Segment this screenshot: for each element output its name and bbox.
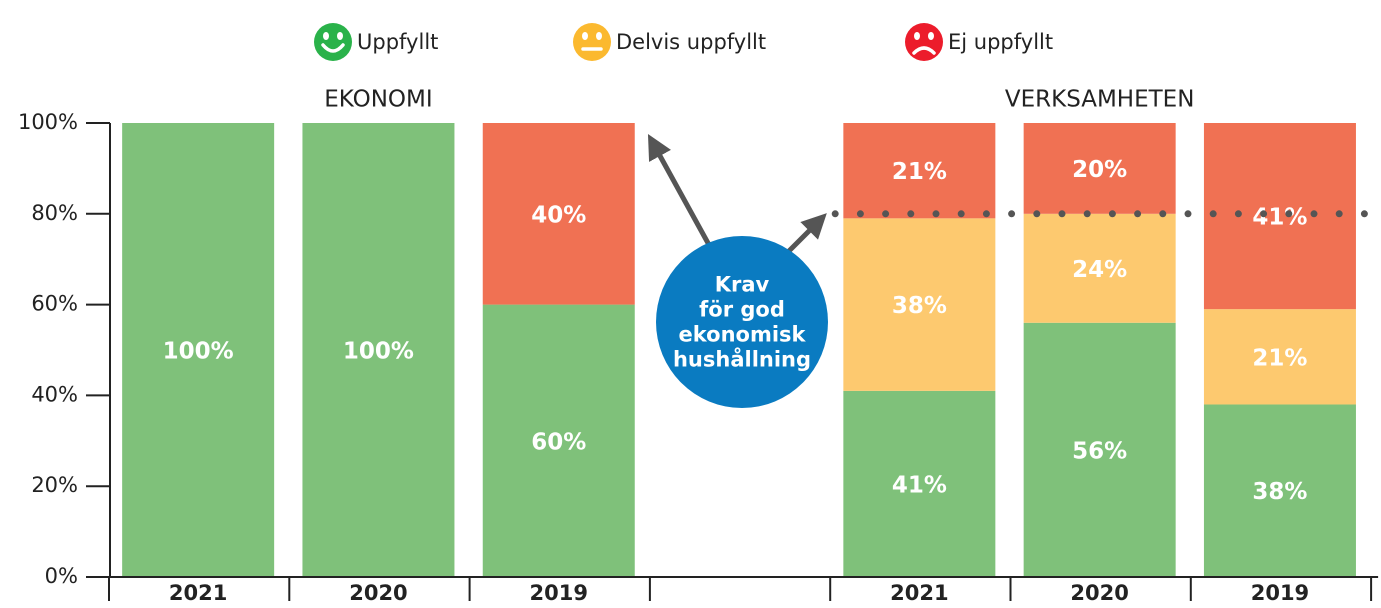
legend-item: Uppfyllt — [314, 23, 438, 61]
bar-segment — [1203, 404, 1356, 577]
bar-segment — [843, 390, 996, 577]
value-label: 21% — [1252, 345, 1307, 371]
value-label: 38% — [892, 293, 947, 319]
value-label: 41% — [892, 472, 947, 498]
group-label: EKONOMI — [324, 87, 432, 113]
legend-eye — [582, 32, 588, 40]
legend-eye — [323, 32, 329, 40]
legend-label: Ej uppfyllt — [948, 30, 1053, 54]
value-label: 60% — [531, 429, 586, 455]
legend-icon — [314, 23, 352, 61]
legend-icon — [905, 23, 943, 61]
value-label: 21% — [892, 159, 947, 185]
legend-eye — [596, 32, 602, 40]
value-label: 38% — [1252, 479, 1307, 505]
bar-segment — [843, 218, 996, 391]
x-tick-label: 2021 — [890, 581, 948, 605]
value-label: 20% — [1072, 157, 1127, 183]
value-label: 40% — [531, 202, 586, 228]
bar-segment — [1023, 322, 1176, 577]
legend-eye — [914, 32, 920, 40]
y-tick-label: 40% — [31, 382, 78, 406]
group-label: VERKSAMHETEN — [1005, 87, 1195, 113]
legend-icon — [573, 23, 611, 61]
y-tick-label: 100% — [18, 110, 78, 134]
value-label: 100% — [163, 339, 234, 365]
legend-item: Delvis uppfyllt — [573, 23, 766, 61]
y-tick-label: 20% — [31, 473, 78, 497]
x-tick-label: 2019 — [1251, 581, 1309, 605]
bar-segment — [482, 123, 635, 305]
value-label: 41% — [1252, 205, 1307, 231]
y-tick-label: 0% — [45, 564, 78, 588]
value-label: 56% — [1072, 438, 1127, 464]
bar-segment — [1023, 213, 1176, 323]
bar-segment — [302, 123, 455, 577]
arrow — [647, 134, 717, 256]
bar-segment — [482, 304, 635, 577]
annotation-bubble — [656, 236, 828, 408]
bar-segment — [122, 123, 275, 577]
x-tick-label: 2020 — [1070, 581, 1128, 605]
bar-segment — [1203, 309, 1356, 405]
legend-mouth — [912, 46, 936, 55]
legend-mouth — [321, 43, 345, 53]
bar-segment — [1023, 123, 1176, 214]
value-label: 24% — [1072, 257, 1127, 283]
legend-label: Delvis uppfyllt — [616, 30, 766, 54]
annotation-text: ekonomisk — [679, 323, 807, 347]
x-tick-label: 2020 — [349, 581, 407, 605]
annotation-text: hushållning — [673, 347, 811, 372]
y-tick-label: 60% — [31, 292, 78, 316]
y-tick-label: 80% — [31, 201, 78, 225]
arrow — [784, 213, 827, 256]
bar-segment — [843, 123, 996, 219]
value-label: 100% — [343, 339, 414, 365]
legend-eye — [928, 32, 934, 40]
legend-label: Uppfyllt — [357, 30, 438, 54]
annotation-text: för god — [699, 298, 785, 322]
annotation-text: Krav — [715, 273, 770, 297]
legend-item: Ej uppfyllt — [905, 23, 1053, 61]
x-tick-label: 2021 — [169, 581, 227, 605]
x-tick-label: 2019 — [530, 581, 588, 605]
legend-eye — [337, 32, 343, 40]
bar-segment — [1203, 123, 1356, 310]
